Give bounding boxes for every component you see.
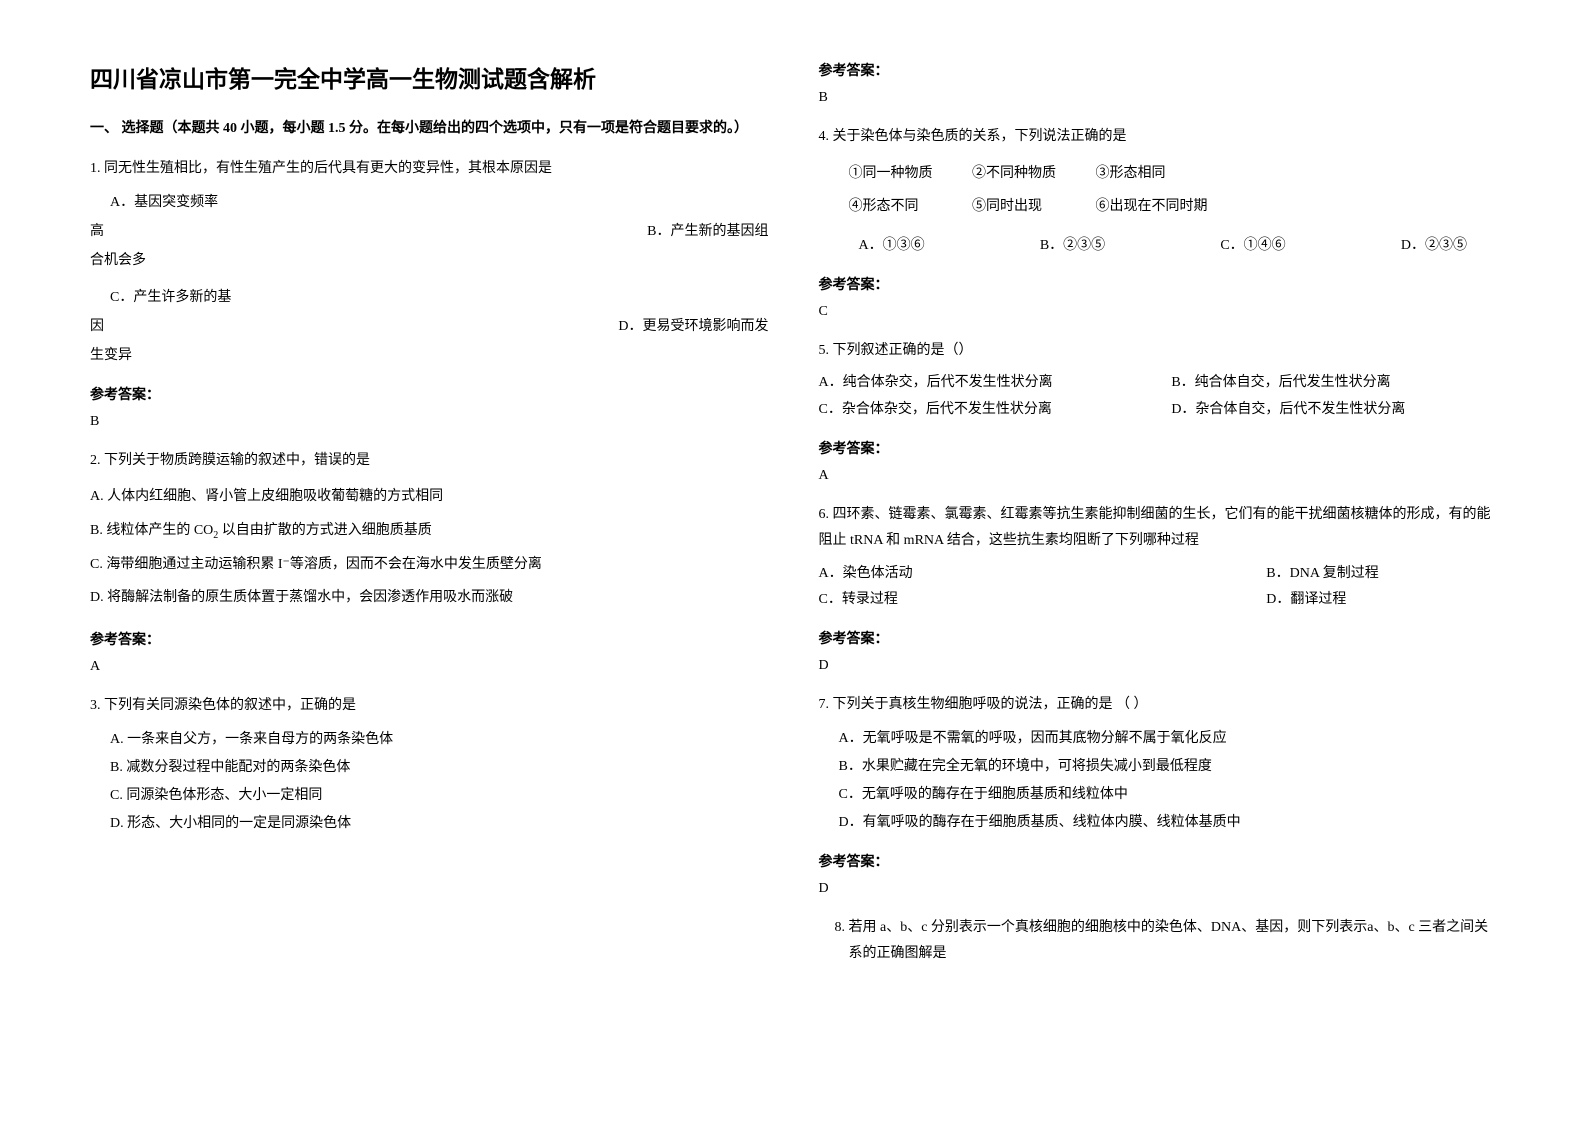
q2-optA: A. 人体内红细胞、肾小管上皮细胞吸收葡萄糖的方式相同 (90, 480, 769, 514)
question-6: 6. 四环素、链霉素、氯霉素、红霉素等抗生素能抑制细菌的生长，它们有的能干扰细菌… (819, 502, 1498, 614)
q5-answer: A (819, 468, 1498, 484)
q1-optA-cont1: 高 (90, 217, 104, 248)
q3-optA: A. 一条来自父方，一条来自母方的两条染色体 (110, 726, 769, 754)
q6-optA: A．染色体活动 (819, 561, 1267, 588)
q2-answer-label: 参考答案： (90, 629, 769, 649)
q7-optB: B．水果贮藏在完全无氧的环境中，可将损失减小到最低程度 (839, 753, 1498, 781)
q4-statements-row1: ①同一种物质 ②不同种物质 ③形态相同 (849, 157, 1498, 191)
q8-text: 8. 若用 a、b、c 分别表示一个真核细胞的细胞核中的染色体、DNA、基因，则… (819, 915, 1498, 968)
q6-row2: C．转录过程 D．翻译过程 (819, 587, 1498, 614)
q2-optD: D. 将酶解法制备的原生质体置于蒸馏水中，会因渗透作用吸水而涨破 (90, 581, 769, 615)
q5-optA: A．纯合体杂交，后代不发生性状分离 (819, 370, 1172, 397)
q4-optC: C．①④⑥ (1220, 232, 1285, 260)
question-2: 2. 下列关于物质跨膜运输的叙述中，错误的是 A. 人体内红细胞、肾小管上皮细胞… (90, 448, 769, 615)
q3-optB: B. 减数分裂过程中能配对的两条染色体 (110, 754, 769, 782)
q1-optB: B．产生新的基因组 (647, 217, 768, 248)
q6-optB: B．DNA 复制过程 (1266, 561, 1378, 588)
q1-answer: B (90, 414, 769, 430)
question-8: 8. 若用 a、b、c 分别表示一个真核细胞的细胞核中的染色体、DNA、基因，则… (819, 915, 1498, 968)
q1-optA-cont2: 合机会多 (90, 248, 769, 275)
question-1: 1. 同无性生殖相比，有性生殖产生的后代具有更大的变异性，其根本原因是 A．基因… (90, 156, 769, 369)
q1-optC-cont1: 因 (90, 312, 104, 343)
q6-optC: C．转录过程 (819, 587, 1267, 614)
q4-stmt5: ⑤同时出现 (972, 199, 1042, 214)
q2-optB-prefix: B. 线粒体产生的 CO (90, 523, 213, 538)
q4-stmt3: ③形态相同 (1096, 166, 1166, 181)
question-4: 4. 关于染色体与染色质的关系，下列说法正确的是 ①同一种物质 ②不同种物质 ③… (819, 124, 1498, 260)
q1-line4: 因 D．更易受环境影响而发 (90, 312, 769, 343)
q1-text: 1. 同无性生殖相比，有性生殖产生的后代具有更大的变异性，其根本原因是 (90, 156, 769, 183)
section-header: 一、 选择题（本题共 40 小题，每小题 1.5 分。在每小题给出的四个选项中，… (90, 118, 769, 140)
page-container: 四川省凉山市第一完全中学高一生物测试题含解析 一、 选择题（本题共 40 小题，… (90, 60, 1497, 982)
q4-stmt2: ②不同种物质 (972, 166, 1056, 181)
q7-answer: D (819, 881, 1498, 897)
q5-optD: D．杂合体自交，后代不发生性状分离 (1171, 397, 1405, 424)
q2-answer: A (90, 659, 769, 675)
left-column: 四川省凉山市第一完全中学高一生物测试题含解析 一、 选择题（本题共 40 小题，… (90, 60, 769, 982)
question-3: 3. 下列有关同源染色体的叙述中，正确的是 A. 一条来自父方，一条来自母方的两… (90, 693, 769, 838)
q4-answer-label: 参考答案： (819, 274, 1498, 294)
q1-optA: A．基因突变频率 (110, 189, 769, 217)
q4-text: 4. 关于染色体与染色质的关系，下列说法正确的是 (819, 124, 1498, 151)
q5-row2: C．杂合体杂交，后代不发生性状分离 D．杂合体自交，后代不发生性状分离 (819, 397, 1498, 424)
q4-optB: B．②③⑤ (1040, 232, 1105, 260)
q7-optD: D．有氧呼吸的酶存在于细胞质基质、线粒体内膜、线粒体基质中 (839, 809, 1498, 837)
q6-text: 6. 四环素、链霉素、氯霉素、红霉素等抗生素能抑制细菌的生长，它们有的能干扰细菌… (819, 502, 1498, 555)
q4-statements-row2: ④形态不同 ⑤同时出现 ⑥出现在不同时期 (849, 190, 1498, 224)
q7-answer-label: 参考答案： (819, 851, 1498, 871)
q3-text: 3. 下列有关同源染色体的叙述中，正确的是 (90, 693, 769, 720)
question-7: 7. 下列关于真核生物细胞呼吸的说法，正确的是 （ ） A．无氧呼吸是不需氧的呼… (819, 692, 1498, 837)
q1-answer-label: 参考答案： (90, 384, 769, 404)
q6-row1: A．染色体活动 B．DNA 复制过程 (819, 561, 1498, 588)
q4-optD: D．②③⑤ (1401, 232, 1467, 260)
q2-optB: B. 线粒体产生的 CO2 以自由扩散的方式进入细胞质基质 (90, 514, 769, 548)
q6-answer: D (819, 658, 1498, 674)
q1-optC-cont2: 生变异 (90, 343, 769, 370)
q5-optB: B．纯合体自交，后代发生性状分离 (1171, 370, 1390, 397)
right-column: 参考答案： B 4. 关于染色体与染色质的关系，下列说法正确的是 ①同一种物质 … (819, 60, 1498, 982)
q4-answer: C (819, 304, 1498, 320)
q5-optC: C．杂合体杂交，后代不发生性状分离 (819, 397, 1172, 424)
q3-optD: D. 形态、大小相同的一定是同源染色体 (110, 810, 769, 838)
q3-answer-label: 参考答案： (819, 60, 1498, 80)
q4-stmt1: ①同一种物质 (849, 166, 933, 181)
q6-optD: D．翻译过程 (1266, 587, 1346, 614)
q1-optC: C．产生许多新的基 (110, 284, 769, 312)
q6-answer-label: 参考答案： (819, 628, 1498, 648)
q2-text: 2. 下列关于物质跨膜运输的叙述中，错误的是 (90, 448, 769, 475)
q2-optB-suffix: 以自由扩散的方式进入细胞质基质 (218, 523, 432, 538)
q4-optA: A．①③⑥ (859, 232, 925, 260)
q5-row1: A．纯合体杂交，后代不发生性状分离 B．纯合体自交，后代发生性状分离 (819, 370, 1498, 397)
question-5: 5. 下列叙述正确的是（） A．纯合体杂交，后代不发生性状分离 B．纯合体自交，… (819, 338, 1498, 424)
document-title: 四川省凉山市第一完全中学高一生物测试题含解析 (90, 60, 769, 94)
q4-stmt6: ⑥出现在不同时期 (1096, 199, 1208, 214)
q4-stmt4: ④形态不同 (849, 199, 919, 214)
q3-answer: B (819, 90, 1498, 106)
q1-line2: 高 B．产生新的基因组 (90, 217, 769, 248)
q5-text: 5. 下列叙述正确的是（） (819, 338, 1498, 365)
q1-optD: D．更易受环境影响而发 (618, 312, 768, 343)
q7-optA: A．无氧呼吸是不需氧的呼吸，因而其底物分解不属于氧化反应 (839, 725, 1498, 753)
q2-optC: C. 海带细胞通过主动运输积累 I⁻等溶质，因而不会在海水中发生质壁分离 (90, 548, 769, 582)
q7-text: 7. 下列关于真核生物细胞呼吸的说法，正确的是 （ ） (819, 692, 1498, 719)
q4-options: A．①③⑥ B．②③⑤ C．①④⑥ D．②③⑤ (819, 232, 1498, 260)
q3-optC: C. 同源染色体形态、大小一定相同 (110, 782, 769, 810)
q7-optC: C．无氧呼吸的酶存在于细胞质基质和线粒体中 (839, 781, 1498, 809)
q5-answer-label: 参考答案： (819, 438, 1498, 458)
